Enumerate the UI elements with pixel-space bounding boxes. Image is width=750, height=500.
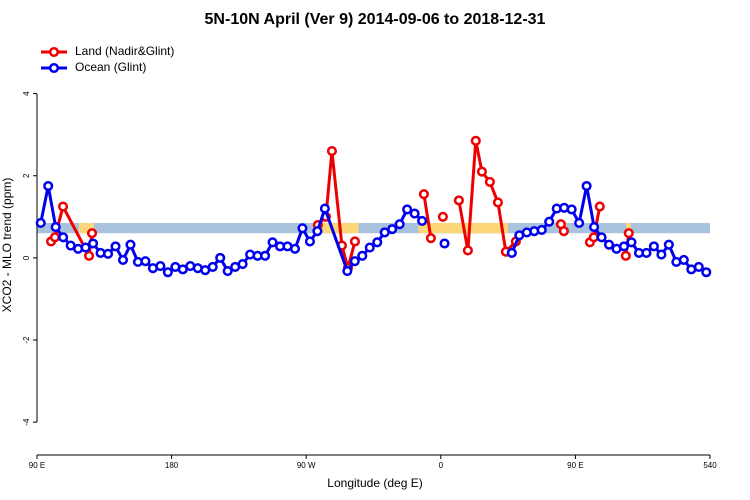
legend-label: Ocean (Glint)	[75, 60, 146, 74]
point	[394, 219, 405, 230]
point	[162, 267, 173, 278]
band	[37, 222, 710, 234]
point	[57, 201, 69, 212]
point	[656, 249, 667, 260]
point	[222, 265, 233, 277]
point	[581, 180, 592, 192]
point	[364, 242, 375, 253]
point	[437, 211, 448, 222]
land-band	[626, 222, 631, 234]
point	[86, 228, 98, 239]
point	[439, 238, 450, 249]
point	[462, 245, 473, 256]
chart-title: 5N-10N April (Ver 9) 2014-09-06 to 2018-…	[205, 11, 546, 28]
point	[558, 226, 569, 237]
point	[267, 237, 278, 248]
point	[312, 226, 323, 237]
point	[155, 261, 166, 272]
point	[693, 261, 704, 272]
point	[80, 242, 91, 253]
y-tick-label: -4	[22, 418, 31, 426]
y-tick-label: 0	[22, 255, 31, 260]
point	[701, 267, 712, 278]
point	[566, 204, 577, 215]
point	[35, 217, 46, 229]
point	[289, 243, 301, 254]
point	[117, 254, 129, 265]
axes: 90 E 180 90 W 0 90 E 540 -4 -2 0 2 4	[22, 91, 717, 470]
plot	[35, 135, 712, 278]
point	[492, 197, 503, 208]
point	[618, 241, 630, 252]
point	[102, 248, 114, 259]
point	[372, 237, 383, 248]
point	[260, 250, 271, 261]
point	[357, 250, 368, 261]
point	[43, 180, 54, 192]
land-band	[78, 222, 94, 234]
y-tick-label: -2	[22, 336, 31, 344]
point	[425, 233, 436, 244]
point	[319, 203, 330, 214]
point	[402, 204, 413, 215]
y-axis-label: XCO2 - MLO trend (ppm)	[0, 178, 14, 313]
point	[453, 195, 464, 206]
legend-marker	[48, 62, 60, 74]
point	[604, 239, 615, 250]
legend: Land (Nadir&Glint) Ocean (Glint)	[41, 44, 174, 74]
x-tick-label: 90 W	[297, 461, 316, 470]
point	[110, 241, 121, 252]
bands	[37, 222, 710, 234]
point	[648, 241, 659, 252]
point	[506, 247, 517, 258]
point	[304, 236, 315, 247]
point	[596, 232, 607, 243]
point	[536, 224, 547, 235]
point	[417, 215, 428, 226]
point	[589, 222, 600, 233]
point	[83, 250, 95, 261]
point	[342, 265, 353, 277]
legend-marker	[48, 46, 60, 58]
point	[594, 201, 605, 212]
point	[626, 237, 637, 248]
point	[50, 222, 61, 233]
point	[470, 135, 481, 146]
point	[326, 146, 337, 157]
point	[544, 216, 555, 227]
x-tick-label: 540	[703, 461, 717, 470]
x-axis-label: Longitude (deg E)	[327, 476, 422, 490]
point	[678, 254, 689, 265]
point	[125, 239, 136, 250]
point	[623, 228, 634, 239]
x-tick-label: 90 E	[567, 461, 583, 470]
point	[207, 261, 218, 272]
point	[297, 223, 308, 234]
x-tick-label: 90 E	[29, 461, 45, 470]
point	[418, 189, 429, 200]
legend-label: Land (Nadir&Glint)	[75, 44, 174, 58]
x-tick-label: 0	[439, 461, 444, 470]
y-tick-label: 4	[22, 91, 31, 96]
point	[349, 256, 360, 267]
point	[663, 239, 674, 250]
point	[641, 247, 652, 258]
x-tick-label: 180	[165, 461, 179, 470]
point	[588, 232, 599, 243]
point	[409, 208, 420, 219]
point	[140, 256, 151, 267]
point	[58, 232, 69, 243]
point	[387, 224, 398, 235]
point	[349, 236, 361, 247]
point	[484, 176, 495, 187]
y-tick-label: 2	[22, 173, 31, 178]
point	[574, 217, 585, 229]
point	[620, 250, 631, 261]
point	[237, 258, 248, 270]
point	[215, 252, 226, 263]
point	[88, 238, 99, 249]
point	[476, 166, 487, 177]
point	[49, 232, 60, 243]
